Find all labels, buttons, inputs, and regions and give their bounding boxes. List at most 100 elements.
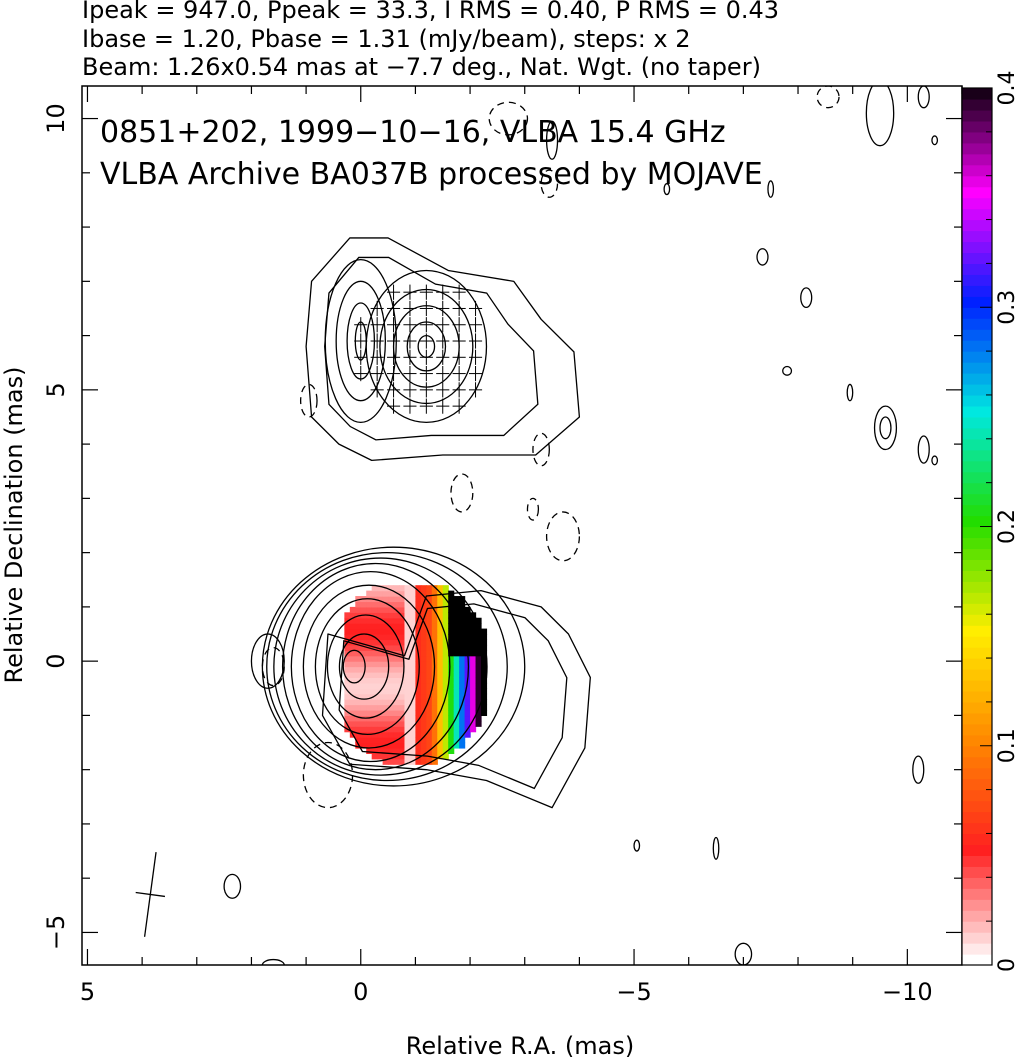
- upper-knot-contours: [305, 237, 581, 462]
- pol-pixel: [442, 655, 449, 662]
- pol-pixel: [366, 601, 373, 608]
- pol-pixel: [448, 650, 455, 657]
- pol-pixel: [426, 639, 433, 646]
- colorbar-segment: [962, 592, 992, 604]
- pol-pixel: [377, 623, 384, 630]
- pol-pixel: [420, 612, 427, 619]
- pol-pixel: [475, 688, 482, 695]
- pol-pixel: [366, 688, 373, 695]
- pol-pixel: [426, 672, 433, 679]
- pol-pixel: [459, 634, 466, 641]
- pol-pixel: [404, 699, 411, 706]
- pol-pixel: [475, 661, 482, 668]
- noise-contour: [912, 755, 925, 784]
- pol-pixel: [399, 634, 406, 641]
- pol-pixel: [404, 677, 411, 684]
- colorbar-segment: [962, 241, 992, 254]
- pol-pixel: [475, 623, 482, 630]
- pol-pixel: [355, 623, 362, 630]
- pol-pixel: [366, 655, 373, 662]
- pol-pixel: [470, 715, 477, 722]
- colorbar-tick-label: 0.4: [995, 71, 1020, 106]
- pol-pixel: [459, 720, 466, 727]
- pol-pixel: [409, 742, 417, 749]
- pol-pixel: [393, 661, 400, 668]
- colorbar-segment: [962, 307, 992, 319]
- pol-pixel: [437, 596, 444, 603]
- pol-pixel: [475, 693, 482, 700]
- pol-pixel: [399, 628, 406, 635]
- colorbar-segment: [962, 866, 992, 878]
- pol-pixel: [399, 650, 406, 657]
- pol-pixel: [470, 672, 477, 679]
- pol-pixel: [388, 672, 395, 679]
- pol-pixel: [420, 715, 427, 722]
- pol-pixel: [349, 650, 356, 657]
- pol-pixel: [360, 650, 367, 657]
- pol-pixel: [355, 720, 362, 727]
- pol-pixel: [453, 709, 460, 717]
- pol-pixel: [377, 644, 384, 651]
- pol-pixel: [349, 688, 356, 695]
- pol-pixel: [349, 612, 356, 619]
- colorbar-segment: [962, 142, 992, 155]
- pol-pixel: [453, 699, 460, 706]
- pol-pixel: [431, 753, 438, 760]
- pol-pixel: [409, 590, 417, 597]
- pol-pixel: [404, 720, 411, 727]
- pol-pixel: [404, 601, 411, 608]
- pol-pixel: [437, 634, 444, 641]
- pol-pixel: [344, 715, 351, 722]
- pol-pixel: [409, 606, 417, 613]
- pol-pixel: [366, 666, 373, 673]
- knot-contour: [365, 269, 488, 424]
- pol-pixel: [388, 650, 395, 657]
- pol-pixel: [442, 628, 449, 635]
- colorbar-segment: [962, 899, 992, 911]
- pol-pixel: [431, 720, 438, 727]
- pol-pixel: [366, 590, 373, 597]
- pol-pixel: [409, 655, 417, 662]
- pol-pixel: [464, 688, 471, 695]
- pol-pixel: [453, 666, 460, 673]
- pol-pixel: [442, 699, 449, 706]
- pol-pixel: [393, 617, 400, 624]
- colorbar-segment: [962, 471, 992, 484]
- pol-pixel: [371, 747, 378, 754]
- pol-pixel: [448, 634, 455, 641]
- pol-pixel: [420, 666, 427, 673]
- pol-pixel: [459, 612, 466, 619]
- pol-pixel: [388, 606, 395, 613]
- pol-pixel: [382, 688, 389, 695]
- pol-pixel: [415, 742, 422, 749]
- pol-pixel: [399, 699, 406, 706]
- pol-pixel: [459, 639, 466, 646]
- pol-pixel: [453, 682, 460, 689]
- pol-pixel: [431, 758, 438, 765]
- pol-pixel: [459, 677, 466, 684]
- pol-pixel: [344, 666, 351, 673]
- core-contour: [338, 633, 390, 700]
- pol-pixel: [366, 606, 373, 613]
- pol-pixel: [415, 699, 422, 706]
- pol-pixel: [404, 753, 411, 760]
- pol-pixel: [464, 612, 471, 619]
- pol-pixel: [393, 655, 400, 662]
- pol-pixel: [371, 650, 378, 657]
- pol-pixel: [371, 666, 378, 673]
- colorbar-segment: [962, 460, 992, 473]
- pol-pixel: [453, 672, 460, 679]
- pol-pixel: [399, 682, 406, 689]
- pol-pixel: [475, 672, 482, 679]
- pol-pixel: [481, 693, 488, 700]
- colorbar-segment: [962, 526, 992, 539]
- pol-pixel: [420, 590, 427, 597]
- colorbar-segment: [962, 888, 992, 900]
- pol-pixel: [453, 634, 460, 641]
- pol-pixel: [437, 682, 444, 689]
- pol-pixel: [393, 731, 400, 738]
- colorbar-segment: [962, 548, 992, 560]
- pol-pixel: [366, 742, 373, 749]
- pol-pixel: [442, 606, 449, 613]
- colorbar-segment: [962, 329, 992, 341]
